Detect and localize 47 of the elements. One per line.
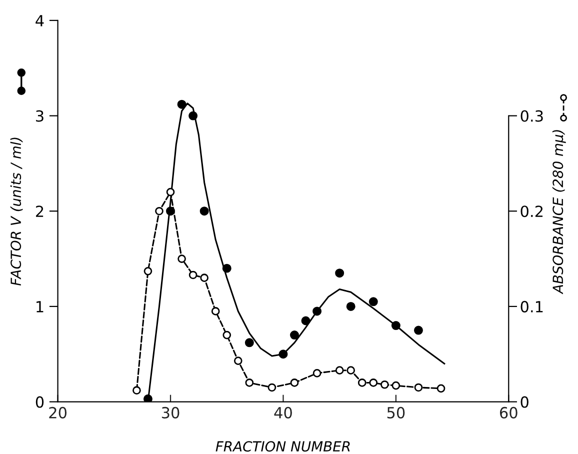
point [312,369,322,378]
point [144,267,152,276]
point [380,380,389,389]
y-tick-label: 4 [36,15,44,26]
y2-tick-label: 0.2 [520,206,543,218]
point [268,383,276,392]
y2-tick-label: 0.1 [520,300,543,312]
y2-axis-title: ABSORBANCE (280 mμ) [552,130,566,294]
y-tick-label: 1 [36,301,44,312]
point [178,254,186,263]
y-axis-title: FACTOR V (units / ml) [10,138,23,286]
y-tick-label: 3 [36,110,44,122]
point [188,270,198,280]
point [346,302,356,311]
point [335,268,344,278]
point [436,384,446,393]
point [177,100,186,109]
point [244,338,254,348]
point [245,378,254,387]
point [335,366,344,374]
point [290,330,299,340]
x-axis-title: FRACTION NUMBER [216,441,350,452]
x-tick-label: 40 [274,406,292,418]
point [222,330,232,340]
y-tick-label: 2 [36,206,44,217]
x-tick-label: 30 [162,406,180,418]
y-tick-label: 0 [36,396,44,408]
point [132,386,141,395]
x-tick-label: 20 [49,406,67,418]
point [211,307,220,316]
point [358,378,366,387]
point [166,188,175,196]
x-tick-label: 50 [387,406,405,418]
point [392,381,400,390]
point [200,274,208,282]
point [369,378,378,387]
point [155,206,164,216]
point [346,366,356,374]
point [414,383,423,392]
point [368,297,378,306]
y2-tick-label: 0.3 [520,110,543,122]
point [200,206,209,216]
point [290,378,299,387]
y2-tick-label: 0 [520,396,528,408]
point [414,326,423,335]
point [234,356,242,365]
x-tick-label: 60 [500,406,518,418]
